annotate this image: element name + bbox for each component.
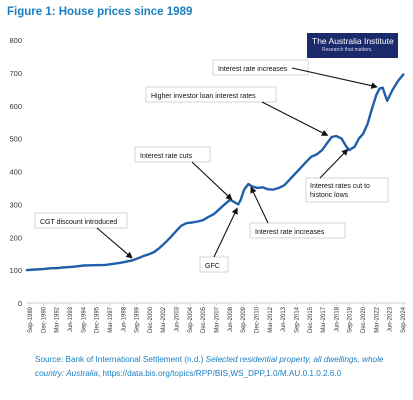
annotation-2: Interest rate cuts <box>134 146 233 201</box>
x-tick-label: Jun-2003 <box>175 306 181 332</box>
y-tick-label: 600 <box>9 102 22 111</box>
x-tick-label: Mar-2022 <box>374 306 380 332</box>
x-tick-label: Dec-2005 <box>201 306 207 333</box>
source-note: Source: Bank of International Settlement… <box>35 353 407 381</box>
annotations-layer: CGT discount introduced Interest rate cut… <box>34 59 389 273</box>
annotation-box <box>212 59 309 76</box>
x-tick-label: Dec-2015 <box>308 306 314 333</box>
annotation-1: CGT discount introduced <box>34 212 133 259</box>
x-tick-label: Dec-2020 <box>361 306 367 333</box>
annotation-label: Interest rate increases <box>218 66 288 73</box>
x-tick-label: Sep-2014 <box>294 306 300 333</box>
logo-tagline: Research that matters. <box>322 47 373 53</box>
x-tick-label: Mar-2017 <box>321 306 327 332</box>
x-tick-label: Mar-1992 <box>55 306 61 332</box>
annotation-box <box>145 86 277 103</box>
logo-name: The Australia Institute <box>312 36 394 46</box>
x-tick-label: Mar-2002 <box>161 306 167 332</box>
x-tick-label: Mar-1997 <box>108 306 114 332</box>
y-tick-label: 200 <box>9 233 22 242</box>
y-tick-label: 0 <box>18 299 22 308</box>
annotation-arrow <box>261 101 329 136</box>
source-prefix: Source: Bank of International Settlement… <box>35 355 206 364</box>
x-tick-label: Sep-2009 <box>241 306 247 333</box>
annotation-label: Interest rate cuts <box>140 153 193 160</box>
y-tick-label: 500 <box>9 135 22 144</box>
annotation-label: GFC <box>205 263 220 270</box>
annotation-3: GFC <box>199 207 238 273</box>
y-tick-label: 100 <box>9 266 22 275</box>
annotation-arrow <box>319 148 349 179</box>
x-tick-label: Sep-1994 <box>81 306 87 333</box>
x-tick-label: Jun-1993 <box>68 306 74 332</box>
x-tick-label: Dec-2010 <box>254 306 260 333</box>
x-tick-label: Dec-2000 <box>148 306 154 333</box>
figure-title: Figure 1: House prices since 1989 <box>7 6 193 18</box>
x-tick-label: Sep-1999 <box>135 306 141 333</box>
annotation-arrow <box>291 67 378 89</box>
source-title: Selected residential property, all dwell… <box>35 355 384 378</box>
annotation-5: Higher investor loan interest rates <box>145 86 329 136</box>
annotation-box <box>305 177 389 203</box>
x-tick-label: Jun-1998 <box>121 306 127 332</box>
x-tick-label: Jun-2018 <box>334 306 340 332</box>
x-tick-label: Dec-1990 <box>41 306 47 333</box>
x-tick-label: Sep-1989 <box>28 306 34 333</box>
x-axis: Sep-1989 Dec-1990 Mar-1992 Jun-1993 Sep-1994… <box>27 302 407 333</box>
x-tick-label: Mar-2012 <box>268 306 274 332</box>
annotation-6: Interest rates cut to historic lows <box>305 148 389 203</box>
y-tick-label: 800 <box>9 36 22 45</box>
x-tick-label: Dec-1995 <box>95 306 101 333</box>
australia-institute-logo: The Australia Institute Research that ma… <box>307 33 398 58</box>
y-tick-label: 300 <box>9 200 22 209</box>
annotation-arrow <box>250 186 269 224</box>
x-tick-label: Sep-2019 <box>348 306 354 333</box>
annotation-box <box>249 222 346 239</box>
x-tick-label: Mar-2007 <box>215 306 221 332</box>
annotation-box <box>34 212 128 229</box>
x-tick-label: Sep-2024 <box>401 306 407 333</box>
annotation-box <box>134 146 211 163</box>
y-tick-label: 700 <box>9 69 22 78</box>
source-url: , https://data.bis.org/topics/RPP/BIS,WS… <box>97 369 342 378</box>
x-tick-label: Jun-2008 <box>228 306 234 332</box>
annotation-arrow <box>96 227 133 259</box>
x-tick-label: Sep-2004 <box>188 306 194 333</box>
series-line-0 <box>25 73 405 272</box>
annotation-arrow <box>213 207 238 258</box>
annotation-label: Interest rates cut to historic lows <box>310 183 370 199</box>
series-layer <box>25 73 405 272</box>
y-axis: 0 100 200 300 400 500 600 700 800 <box>9 36 22 308</box>
annotation-label: Higher investor loan interest rates <box>151 93 256 100</box>
x-tick-label: Jun-2023 <box>388 306 394 332</box>
x-tick-label: Jun-2013 <box>281 306 287 332</box>
y-tick-label: 400 <box>9 168 22 177</box>
house-price-chart: 0 100 200 300 400 500 600 700 800 Sep-1989 Dec-19… <box>9 36 407 333</box>
annotation-label: Interest rate increases <box>255 229 325 236</box>
annotation-7: Interest rate increases <box>212 59 378 89</box>
annotation-4: Interest rate increases <box>249 186 346 239</box>
annotation-label: CGT discount introduced <box>40 219 117 226</box>
annotation-arrow <box>191 161 233 201</box>
